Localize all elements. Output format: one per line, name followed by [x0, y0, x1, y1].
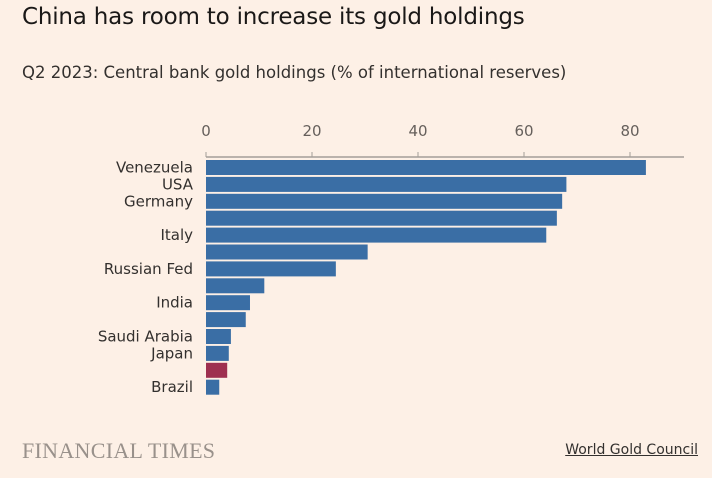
bar: [206, 278, 265, 294]
source-link[interactable]: World Gold Council: [565, 442, 698, 458]
bar: [206, 210, 557, 226]
category-label: India: [156, 294, 193, 312]
category-label: Japan: [150, 344, 193, 362]
bar: [206, 160, 646, 175]
x-tick-label: 40: [408, 122, 427, 140]
bar: [206, 379, 220, 395]
category-label: Brazil: [151, 378, 193, 396]
bar: [206, 244, 368, 260]
category-label: Russian Fed: [104, 260, 193, 278]
chart-title: China has room to increase its gold hold…: [22, 4, 525, 30]
bar: [206, 193, 563, 209]
chart-subtitle: Q2 2023: Central bank gold holdings (% o…: [22, 63, 567, 82]
category-label: Germany: [124, 192, 193, 210]
category-label: Saudi Arabia: [98, 328, 193, 346]
x-tick-label: 60: [514, 122, 533, 140]
bar: [206, 312, 246, 328]
bar: [206, 329, 231, 344]
bar: [206, 261, 336, 277]
x-tick-label: 0: [201, 122, 211, 140]
bar: [206, 295, 250, 311]
bar: [206, 345, 229, 361]
publisher-logo: FINANCIAL TIMES: [22, 438, 216, 463]
category-label: Italy: [160, 226, 193, 244]
x-tick-label: 80: [620, 122, 639, 140]
bar: [206, 362, 228, 378]
bar: [206, 176, 567, 192]
category-label: USA: [162, 175, 194, 193]
bar: [206, 227, 547, 243]
x-tick-label: 20: [302, 122, 321, 140]
category-label: Venezuela: [116, 159, 193, 177]
